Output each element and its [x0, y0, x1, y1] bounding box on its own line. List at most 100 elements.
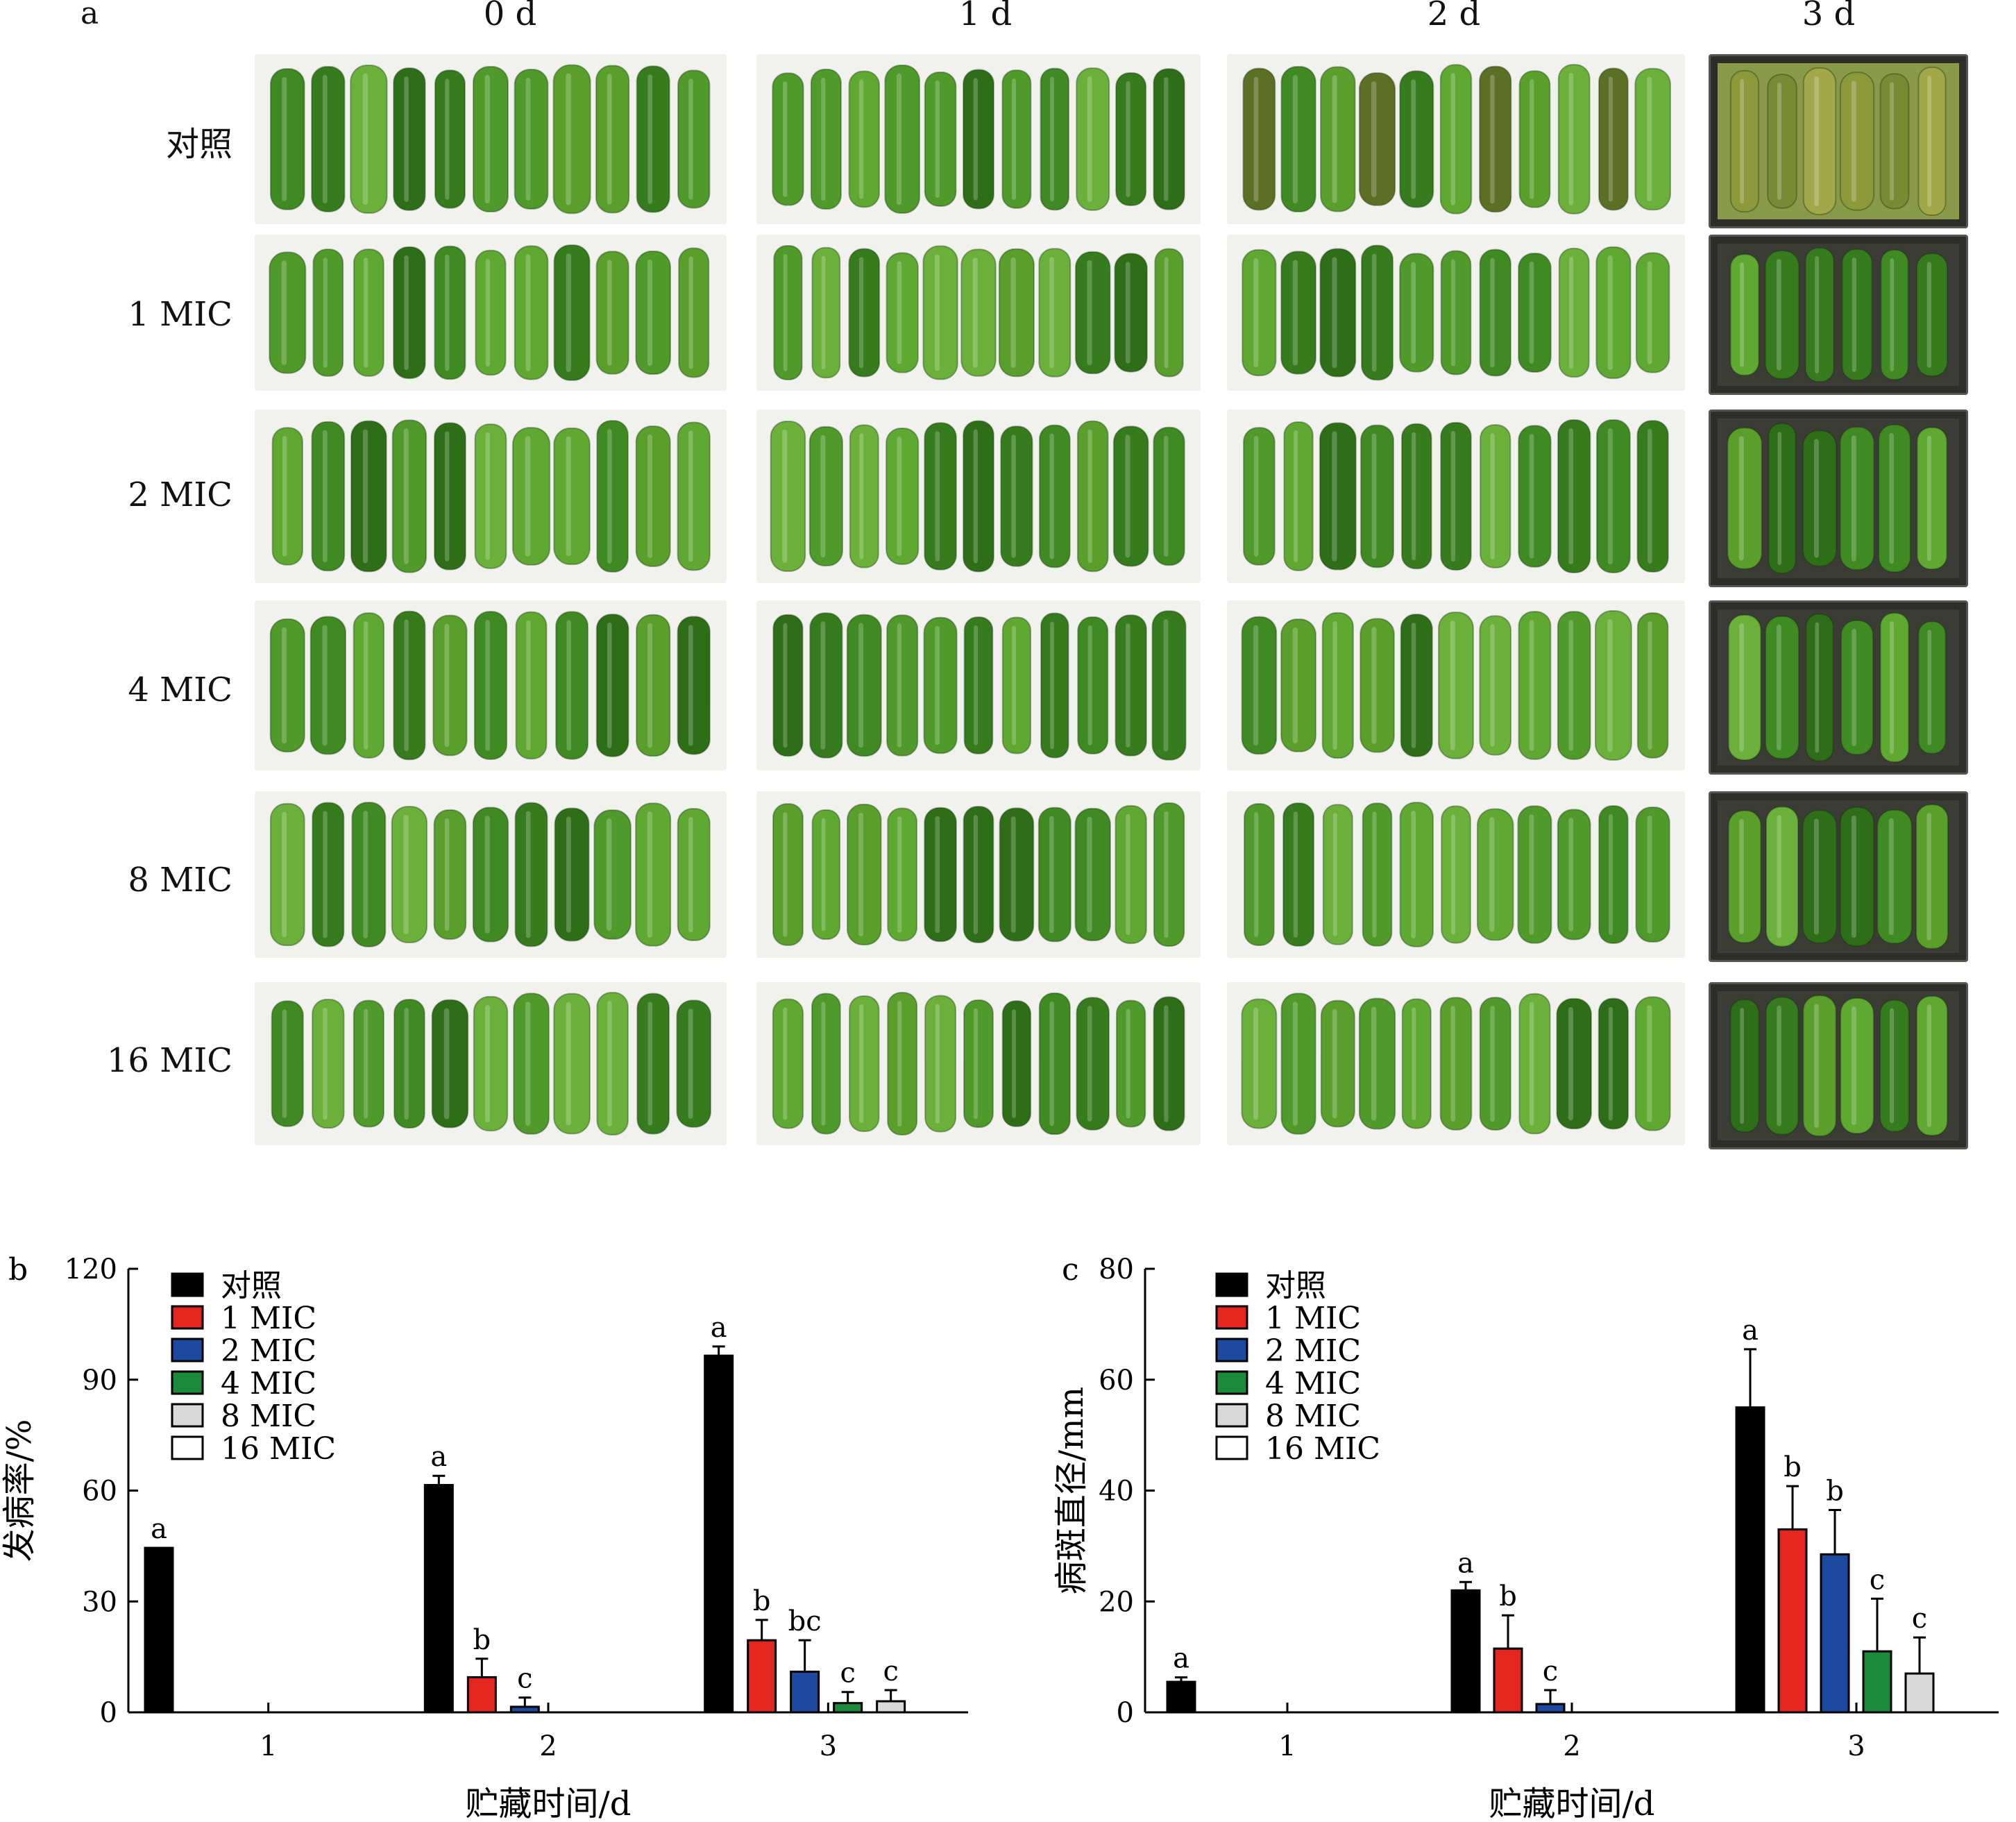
pepper-highlight: [445, 78, 450, 200]
pepper: [431, 999, 469, 1129]
pepper: [924, 807, 957, 943]
pepper-highlight: [404, 76, 409, 202]
pepper: [963, 806, 994, 943]
pepper: [960, 248, 997, 377]
pepper-photo: [1227, 600, 1685, 770]
y-tick-label: 30: [82, 1586, 117, 1618]
pepper-highlight: [444, 431, 450, 562]
pepper: [924, 71, 957, 207]
pepper: [1476, 808, 1514, 941]
pepper-highlight: [1530, 1002, 1534, 1126]
pepper-highlight: [858, 623, 864, 748]
pepper: [636, 993, 670, 1135]
pepper-highlight: [1851, 81, 1856, 202]
column-head-2d: 2 d: [1427, 0, 1481, 33]
pepper: [1076, 420, 1109, 573]
pepper: [808, 425, 844, 567]
pepper-photo: [255, 410, 727, 583]
pepper-highlight: [859, 433, 864, 559]
pepper: [1880, 249, 1909, 380]
significance-letter: a: [1742, 1315, 1759, 1347]
pepper-highlight: [859, 1004, 864, 1124]
pepper-photo: [1227, 54, 1685, 224]
significance-letter: a: [711, 1312, 727, 1344]
pepper: [475, 249, 507, 376]
pepper-highlight: [1294, 430, 1298, 562]
pepper-highlight: [1777, 815, 1781, 938]
pepper: [1518, 252, 1552, 373]
legend-label: 对照: [221, 1268, 282, 1304]
pepper: [1115, 999, 1146, 1128]
bar: [466, 1676, 497, 1714]
significance-letter: c: [1912, 1603, 1927, 1635]
pepper: [269, 251, 307, 374]
pepper-highlight: [1890, 258, 1895, 371]
pepper: [434, 69, 466, 209]
pepper-highlight: [1253, 76, 1259, 202]
pepper: [636, 614, 671, 757]
pepper-highlight: [783, 623, 788, 748]
pepper: [1153, 426, 1185, 566]
pepper-highlight: [364, 621, 369, 750]
significance-letter: b: [1826, 1475, 1844, 1507]
pepper: [1151, 610, 1187, 761]
pepper-highlight: [783, 81, 788, 197]
pepper-highlight: [1012, 625, 1016, 745]
significance-letter: a: [1173, 1643, 1189, 1675]
pepper: [1557, 419, 1591, 573]
pepper: [884, 64, 921, 214]
pepper: [1115, 71, 1147, 207]
pepper-highlight: [363, 811, 369, 938]
pepper: [1361, 244, 1394, 381]
pepper-highlight: [1163, 619, 1169, 752]
pepper-highlight: [821, 818, 826, 931]
pepper-highlight: [1412, 432, 1416, 561]
pepper-highlight: [607, 623, 612, 748]
pepper-highlight: [282, 77, 287, 201]
pepper-highlight: [1011, 435, 1016, 558]
significance-letter: c: [1870, 1564, 1885, 1596]
pepper-highlight: [1926, 1004, 1931, 1127]
pepper-photo: [1709, 54, 1968, 228]
x-axis-label: 贮藏时间/d: [466, 1785, 632, 1822]
pepper-highlight: [607, 1001, 612, 1127]
pepper-photo: [1709, 791, 1968, 962]
pepper-highlight: [1927, 76, 1932, 207]
pepper-highlight: [1607, 255, 1613, 371]
pepper: [1037, 807, 1071, 943]
pepper: [1878, 423, 1911, 573]
pepper: [1153, 802, 1185, 947]
pepper-highlight: [444, 623, 450, 748]
pepper: [1319, 248, 1357, 378]
pepper: [1768, 423, 1797, 574]
pepper: [1802, 995, 1837, 1137]
pepper-highlight: [1451, 814, 1456, 935]
row-label-control: 对照: [165, 125, 232, 164]
pepper-highlight: [525, 436, 531, 557]
pepper-highlight: [1332, 1009, 1337, 1119]
pepper-photo: [756, 54, 1201, 224]
pepper: [271, 427, 303, 566]
pepper-photo: [1709, 982, 1968, 1149]
pepper-highlight: [485, 620, 490, 751]
pepper: [772, 803, 804, 946]
pepper-highlight: [1253, 258, 1259, 368]
pepper-highlight: [1292, 260, 1298, 366]
pepper: [963, 69, 994, 210]
pepper-highlight: [1777, 432, 1782, 565]
pepper-highlight: [1568, 428, 1574, 564]
pepper-highlight: [362, 73, 369, 205]
pepper-highlight: [821, 1002, 826, 1126]
pepper: [635, 802, 672, 947]
pepper: [1636, 612, 1669, 759]
pepper-highlight: [1490, 74, 1495, 204]
pepper: [846, 614, 882, 757]
pepper: [963, 999, 994, 1129]
bar: [1166, 1680, 1196, 1714]
pepper-photo: [1227, 235, 1685, 391]
pepper: [432, 614, 468, 757]
significance-letter: b: [753, 1585, 771, 1617]
pepper: [1879, 612, 1910, 763]
column-head-0d: 0 d: [483, 0, 537, 33]
pepper-highlight: [973, 815, 978, 934]
